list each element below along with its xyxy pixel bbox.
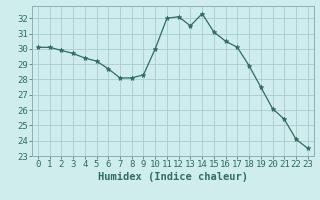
- X-axis label: Humidex (Indice chaleur): Humidex (Indice chaleur): [98, 172, 248, 182]
